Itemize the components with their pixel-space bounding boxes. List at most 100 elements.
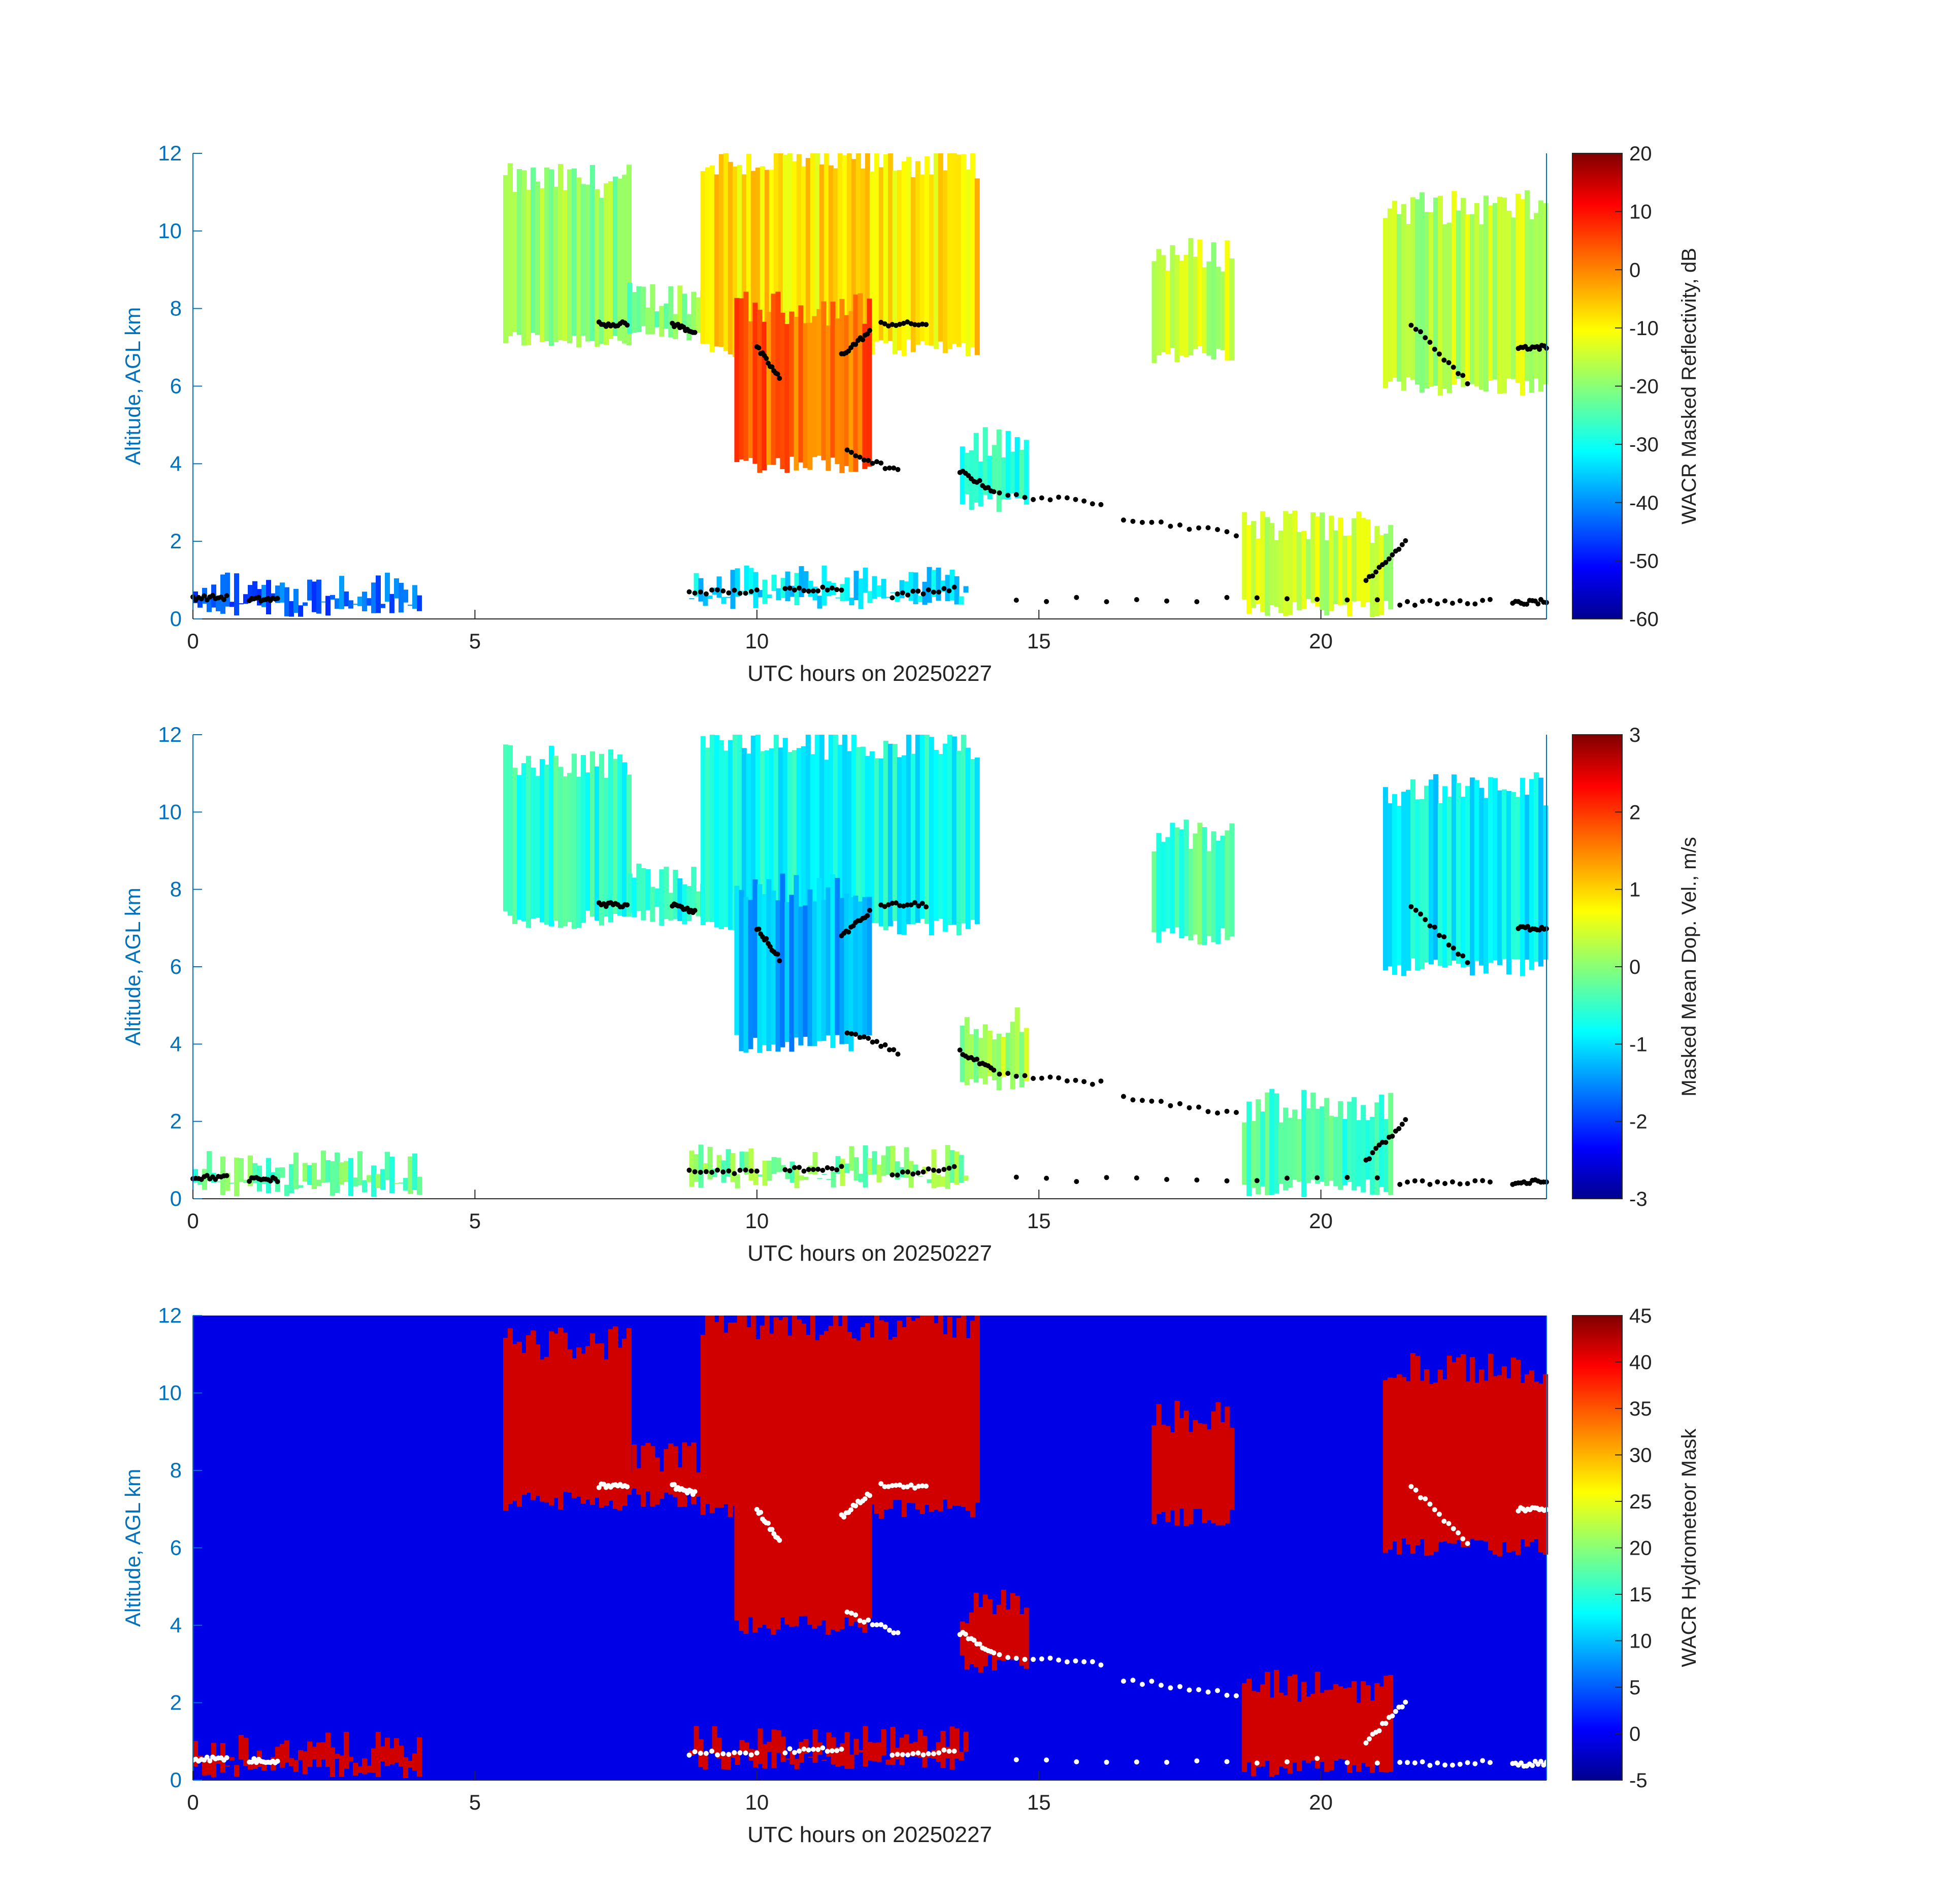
cloud-stripe [700, 171, 706, 344]
colorbar-label: Masked Mean Dop. Vel., m/s [1678, 837, 1700, 1096]
cloud-base-point [1435, 1760, 1440, 1766]
y-axis-label: Altitude, AGL km [121, 307, 145, 465]
cloud-base-point [1090, 501, 1095, 507]
cloud-base-point [1187, 1687, 1192, 1693]
cloud-stripe [865, 756, 870, 921]
cloud-stripe [730, 1153, 736, 1183]
cloud-stripe [1188, 238, 1194, 355]
cloud-stripe [904, 1734, 909, 1754]
cloud-stripe [956, 154, 962, 347]
cloud-stripe [239, 1158, 244, 1183]
cloud-stripe [1383, 1380, 1388, 1553]
cloud-stripe [816, 309, 822, 456]
y-tick-label: 4 [170, 451, 182, 475]
cloud-stripe [1251, 521, 1257, 608]
cloud-stripe [632, 1445, 637, 1489]
cloud-base-point [926, 587, 931, 593]
cloud-stripe [1433, 1383, 1438, 1552]
cloud-base-point [1408, 904, 1414, 909]
cloud-base-point [692, 590, 698, 596]
cloud-stripe [741, 1316, 747, 1503]
cloud-stripe [1329, 1690, 1334, 1770]
cloud-region [503, 744, 632, 929]
cloud-stripe [280, 1744, 285, 1768]
cloud-base-point [1149, 1098, 1155, 1104]
y-tick-label: 4 [170, 1613, 182, 1637]
cloud-stripe [819, 735, 825, 932]
cloud-stripe [973, 433, 979, 503]
cloud-stripe [508, 163, 513, 336]
colorbar-tick-label: -50 [1629, 550, 1659, 572]
cloud-stripe [348, 600, 353, 609]
cloud-base-point [897, 903, 903, 908]
cloud-stripe [376, 1732, 381, 1777]
cloud-stripe [1469, 1357, 1475, 1539]
cloud-stripe [1165, 1426, 1171, 1522]
cloud-base-point [1013, 1656, 1019, 1661]
cloud-stripe [737, 735, 742, 923]
cloud-stripe [908, 572, 914, 601]
cloud-base-point [897, 321, 903, 327]
cloud-base-point [624, 322, 630, 328]
x-axis-label: UTC hours on 20250227 [747, 1241, 992, 1266]
cloud-stripe [874, 153, 879, 342]
colorbar-tick-label: 30 [1629, 1445, 1652, 1467]
cloud-base-point [698, 1169, 703, 1175]
cloud-base-point [878, 461, 884, 466]
cloud-base-point [834, 587, 840, 593]
cloud-region [1383, 190, 1548, 396]
cloud-base-point [1139, 1098, 1145, 1103]
cloud-stripe [700, 1335, 706, 1515]
colorbar-gradient [1572, 153, 1623, 619]
cloud-base-point [1367, 1736, 1372, 1742]
cloud-stripe [721, 597, 727, 604]
cloud-stripe [1001, 1037, 1006, 1077]
cloud-stripe [833, 735, 838, 935]
cloud-stripe [839, 299, 845, 473]
cloud-base-point [1374, 597, 1380, 603]
cloud-stripe [1370, 543, 1375, 617]
cloud-stripe [963, 1731, 969, 1752]
cloud-stripe [789, 1751, 795, 1764]
cloud-stripe [1292, 1109, 1298, 1180]
cloud-stripe [1278, 1692, 1284, 1766]
cloud-stripe [718, 1316, 724, 1508]
colorbar-tick-label: 45 [1629, 1305, 1652, 1327]
cloud-stripe [844, 893, 849, 1044]
cloud-stripe [248, 585, 253, 602]
cloud-stripe [307, 1742, 312, 1767]
cloud-stripe [1170, 823, 1175, 934]
cloud-base-point [848, 1611, 854, 1616]
cloud-stripe [1446, 796, 1452, 966]
cloud-stripe [1365, 519, 1371, 603]
cloud-stripe [531, 768, 536, 919]
cloud-stripe [858, 901, 863, 1040]
cloud-base-point [775, 371, 780, 377]
cloud-stripe [739, 1486, 744, 1631]
cloud-stripe [716, 1155, 722, 1171]
cloud-stripe [762, 321, 767, 471]
cloud-stripe [316, 579, 321, 614]
cloud-base-point [1363, 1740, 1369, 1746]
cloud-stripe [752, 303, 758, 464]
cloud-stripe [1333, 1117, 1339, 1187]
cloud-stripe [833, 1316, 838, 1519]
colorbar-tick-label: -20 [1629, 376, 1659, 398]
cloud-base-point [1412, 1760, 1418, 1766]
cloud-stripe [938, 153, 943, 342]
cloud-stripe [913, 572, 918, 604]
cloud-stripe [1206, 1429, 1212, 1520]
cloud-stripe [1474, 1383, 1479, 1540]
cloud-base-point [797, 1165, 802, 1170]
cloud-base-point [1456, 1530, 1461, 1535]
cloud-stripe [1297, 1701, 1302, 1771]
cloud-stripe [1442, 224, 1447, 389]
cloud-base-point [1396, 546, 1402, 552]
cloud-base-point [801, 588, 807, 594]
cloud-stripe [890, 1727, 896, 1765]
cloud-base-point [1413, 326, 1419, 332]
cloud-base-point [870, 461, 875, 466]
cloud-base-point [916, 1484, 921, 1489]
cloud-base-point [839, 1747, 844, 1752]
